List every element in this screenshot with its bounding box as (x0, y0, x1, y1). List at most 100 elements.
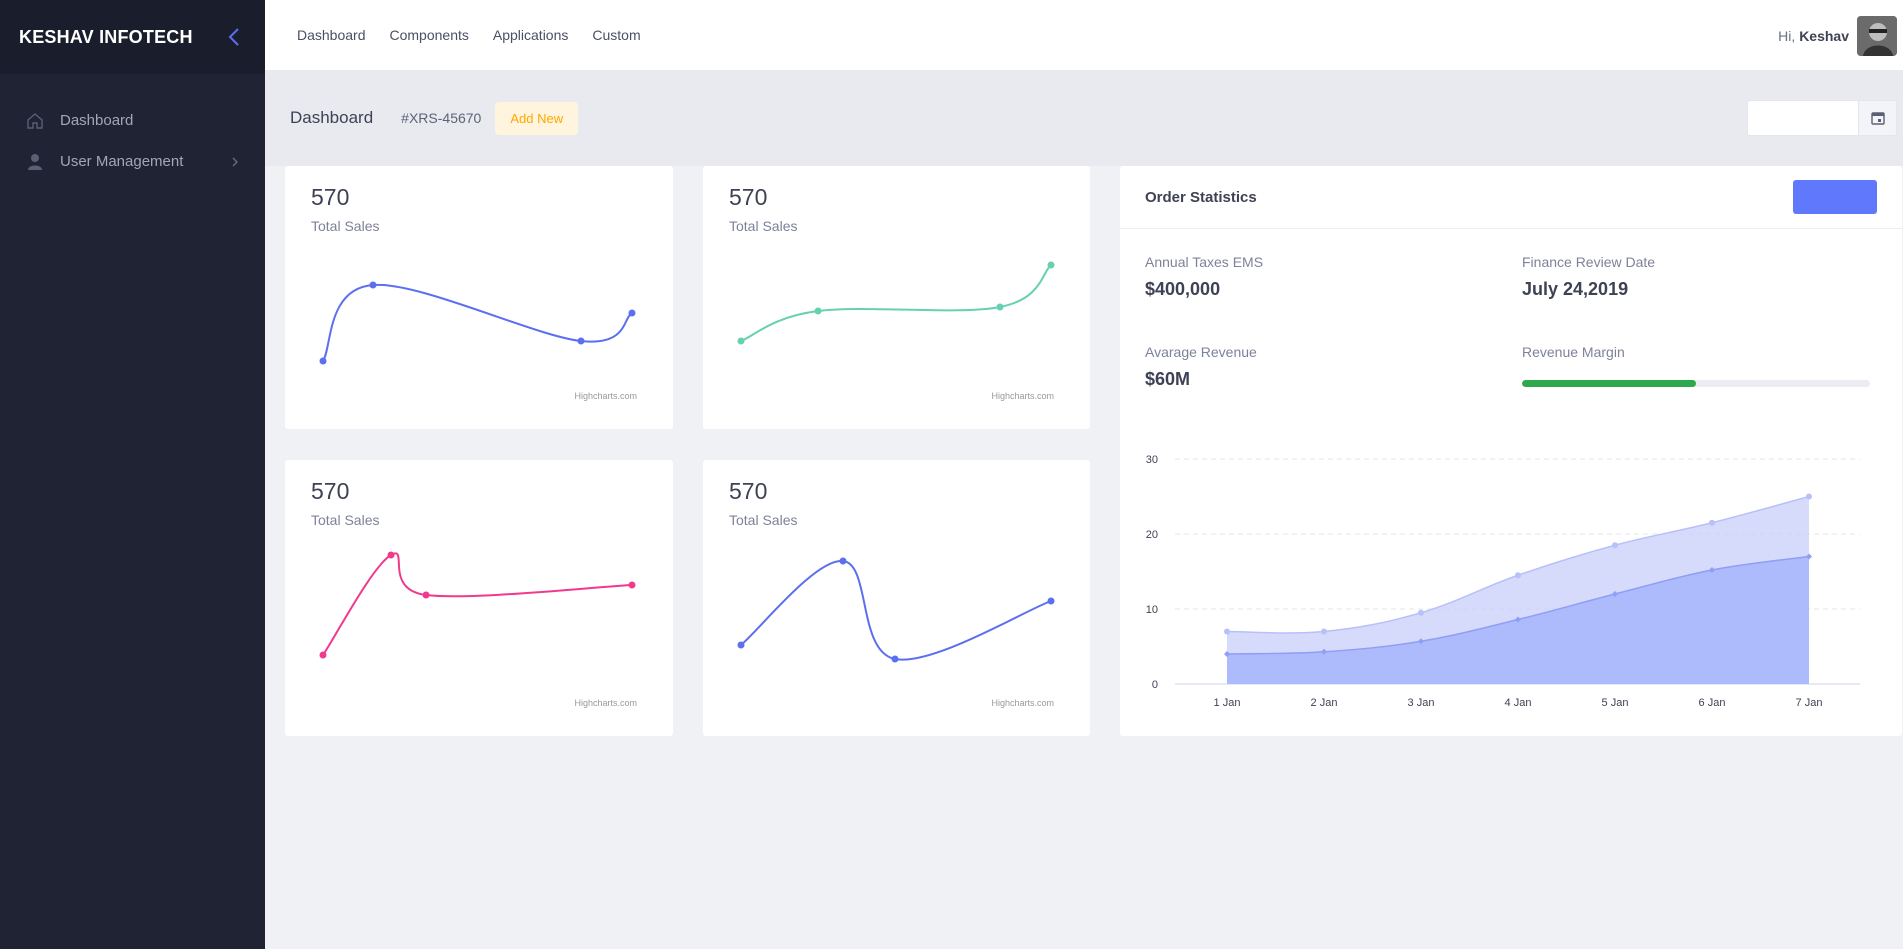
metric-value: $60M (1145, 369, 1191, 389)
page-code: #XRS-45670 (401, 110, 482, 126)
order-statistics-header: Order Statistics (1120, 166, 1902, 229)
subheader: Dashboard #XRS-45670 Add New (265, 70, 1903, 166)
area-point[interactable] (1321, 648, 1327, 655)
stat-label: Total Sales (311, 218, 380, 234)
home-icon (24, 110, 46, 132)
sparkline-point[interactable] (1047, 261, 1055, 269)
stat-label: Total Sales (311, 512, 380, 528)
sparkline-series (319, 551, 636, 659)
calendar-button[interactable] (1859, 100, 1897, 136)
area-point[interactable] (1418, 638, 1424, 645)
metric-label: Revenue Margin (1522, 344, 1625, 360)
y-tick-label: 10 (1146, 604, 1158, 616)
sparkline-point[interactable] (1047, 597, 1055, 605)
sparkline-chart (737, 557, 1055, 663)
sparkline-chart (319, 281, 636, 365)
sparkline-point[interactable] (996, 303, 1004, 311)
add-new-button[interactable]: Add New (495, 101, 579, 135)
x-tick-label: 4 Jan (1505, 697, 1532, 709)
sidebar-item-label: User Management (60, 153, 184, 170)
area-point[interactable] (1418, 609, 1424, 616)
metric-label: Annual Taxes EMS (1145, 254, 1264, 270)
order-statistics-title: Order Statistics (1145, 188, 1257, 206)
area-point[interactable] (1515, 616, 1521, 623)
sidebar-nav: Dashboard User Management (0, 74, 265, 182)
sparkline-point[interactable] (839, 557, 847, 565)
sparkline-point[interactable] (628, 309, 636, 317)
sparkline-point[interactable] (369, 281, 377, 289)
area-point[interactable] (1515, 572, 1521, 579)
date-picker (1747, 100, 1897, 136)
sparkline-line (322, 552, 633, 656)
sparkline-series (319, 281, 636, 365)
sparkline-point[interactable] (577, 337, 585, 345)
x-tick-label: 5 Jan (1602, 697, 1629, 709)
brand-name: KESHAV INFOTECH (19, 26, 193, 47)
area-point[interactable] (1224, 628, 1230, 635)
revenue-margin-progress (1522, 380, 1870, 387)
brand-bar: KESHAV INFOTECH (0, 0, 265, 74)
topnav-custom[interactable]: Custom (592, 27, 641, 43)
x-tick-label: 2 Jan (1311, 697, 1338, 709)
area-series (1224, 553, 1812, 684)
sidebar-item-user-management[interactable]: User Management (0, 141, 265, 182)
sparkline-point[interactable] (891, 655, 899, 663)
stat-card: 570 Total Sales Highcharts.com (703, 166, 1090, 429)
chart-credit[interactable]: Highcharts.com (991, 391, 1054, 401)
area-point[interactable] (1709, 567, 1715, 573)
topnav-components[interactable]: Components (389, 27, 469, 43)
order-area-chart: 0 10 20 30 1 Jan 2 Jan 3 Jan 4 Jan 5 Jan 6 Jan 7 J… (1146, 454, 1860, 709)
sparkline-point[interactable] (319, 651, 327, 659)
x-tick-label: 6 Jan (1699, 697, 1726, 709)
user-menu[interactable]: Hi, Keshav (1778, 16, 1897, 56)
sparkline-point[interactable] (737, 337, 745, 345)
metric-finance-review-date: Finance Review Date July 24,2019 (1522, 254, 1655, 300)
chart-credit[interactable]: Highcharts.com (991, 698, 1054, 708)
greeting-text: Hi, (1778, 28, 1796, 44)
area-point[interactable] (1224, 651, 1230, 657)
stat-card: 570 Total Sales Highcharts.com (285, 460, 673, 736)
topnav-dashboard[interactable]: Dashboard (297, 27, 366, 43)
stat-label: Total Sales (729, 512, 798, 528)
chart-credit[interactable]: Highcharts.com (574, 391, 637, 401)
sparkline-chart (737, 261, 1055, 345)
sparkline-point[interactable] (319, 357, 327, 365)
sidebar: KESHAV INFOTECH Dashboard User Managemen… (0, 0, 265, 949)
user-name: Keshav (1799, 28, 1849, 44)
chevron-right-icon (232, 157, 238, 166)
sparkline-line (740, 559, 1052, 661)
sparkline-series (737, 557, 1055, 663)
sidebar-item-dashboard[interactable]: Dashboard (0, 100, 265, 141)
chevron-left-icon (228, 28, 239, 46)
sparkline-line (322, 283, 633, 362)
sparkline-point[interactable] (387, 551, 395, 559)
stat-value: 570 (311, 478, 350, 504)
y-tick-label: 20 (1146, 529, 1158, 541)
metric-label: Finance Review Date (1522, 254, 1656, 270)
avatar[interactable] (1857, 16, 1897, 56)
chart-credit[interactable]: Highcharts.com (574, 698, 637, 708)
sparkline-point[interactable] (737, 641, 745, 649)
sparkline-point[interactable] (422, 591, 430, 599)
stat-value: 570 (729, 184, 768, 210)
sidebar-toggle-button[interactable] (222, 25, 246, 49)
order-statistics-action-button[interactable] (1793, 180, 1877, 214)
area-point[interactable] (1612, 542, 1618, 549)
metric-average-revenue: Avarage Revenue $60M (1145, 344, 1257, 390)
area-point[interactable] (1612, 591, 1618, 597)
area-point[interactable] (1321, 628, 1327, 635)
sparkline-point[interactable] (814, 307, 822, 315)
stat-value: 570 (729, 478, 768, 504)
area-point[interactable] (1806, 553, 1812, 560)
page-title: Dashboard (290, 108, 374, 127)
date-input[interactable] (1747, 100, 1859, 136)
top-header: Dashboard Components Applications Custom… (265, 0, 1903, 70)
topnav-applications[interactable]: Applications (492, 27, 569, 43)
x-tick-label: 1 Jan (1214, 697, 1241, 709)
metric-value: $400,000 (1145, 279, 1221, 299)
sidebar-item-label: Dashboard (60, 112, 134, 129)
area-point[interactable] (1806, 493, 1812, 500)
sparkline-point[interactable] (628, 581, 636, 589)
area-point[interactable] (1709, 519, 1715, 526)
stat-label: Total Sales (729, 218, 798, 234)
